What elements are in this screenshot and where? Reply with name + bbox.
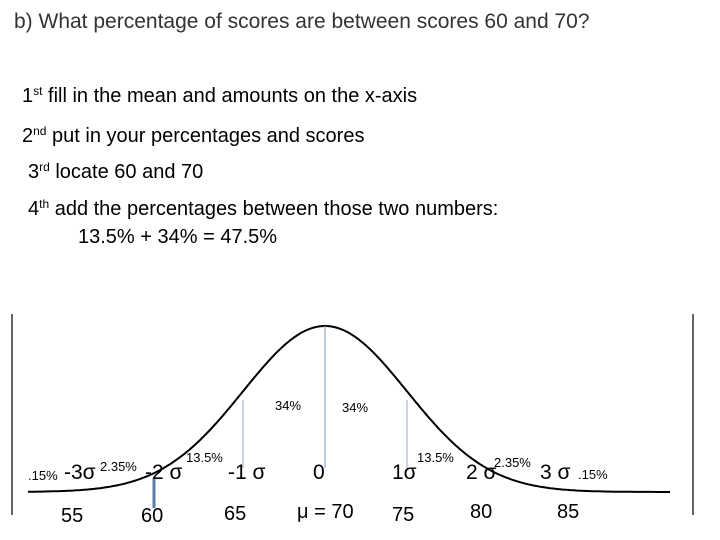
step-3-ordinal: rd [39, 160, 50, 174]
pct-center-left: 34% [275, 398, 301, 413]
step-3-number: 3 [28, 161, 40, 183]
sigma-plus-2: 2 σ [466, 461, 497, 484]
step-2: 2nd put in your percentages and scores [22, 124, 364, 148]
bell-curve [27, 325, 670, 493]
step-1-number: 1 [22, 85, 34, 107]
sigma-plus-3: 3 σ [540, 461, 571, 484]
step-4-number: 4 [28, 198, 40, 220]
sigma-zero: 0 [313, 461, 325, 484]
pct-center-right: 34% [342, 400, 368, 415]
step-2-number: 2 [22, 125, 34, 147]
sigma-plus-1: 1σ [392, 461, 417, 484]
sigma-minus-1: -1 σ [228, 461, 266, 484]
score-85: 85 [557, 501, 579, 523]
score-75: 75 [392, 504, 414, 526]
sigma-minus-2: -2 σ [145, 461, 183, 484]
score-mean-70: μ = 70 [297, 501, 354, 523]
pct-right-tail: .15% [578, 467, 608, 482]
pct-left-1: 13.5% [186, 450, 223, 465]
score-60: 60 [141, 505, 163, 527]
step-4-ordinal: th [39, 197, 50, 211]
step-2-text: put in your percentages and scores [46, 125, 365, 147]
step-1-text: fill in the mean and amounts on the x-ax… [42, 85, 418, 107]
sigma-minus-3: -3σ [64, 461, 96, 484]
step-1: 1st fill in the mean and amounts on the … [22, 84, 417, 108]
score-65: 65 [224, 503, 246, 525]
step-4-text: add the percentages between those two nu… [49, 198, 499, 220]
step-2-ordinal: nd [33, 124, 47, 138]
equation: 13.5% + 34% = 47.5% [78, 226, 278, 248]
step-1-ordinal: st [33, 84, 43, 98]
pct-left-tail: .15% [28, 468, 58, 483]
step-3: 3rd locate 60 and 70 [28, 160, 203, 184]
question-title: b) What percentage of scores are between… [14, 10, 590, 33]
pct-right-2: 2.35% [494, 455, 531, 470]
pct-right-1: 13.5% [417, 450, 454, 465]
step-3-text: locate 60 and 70 [49, 161, 204, 183]
pct-left-2: 2.35% [100, 459, 137, 474]
score-80: 80 [470, 501, 492, 523]
score-55: 55 [61, 505, 83, 527]
step-4: 4th add the percentages between those tw… [28, 197, 498, 221]
